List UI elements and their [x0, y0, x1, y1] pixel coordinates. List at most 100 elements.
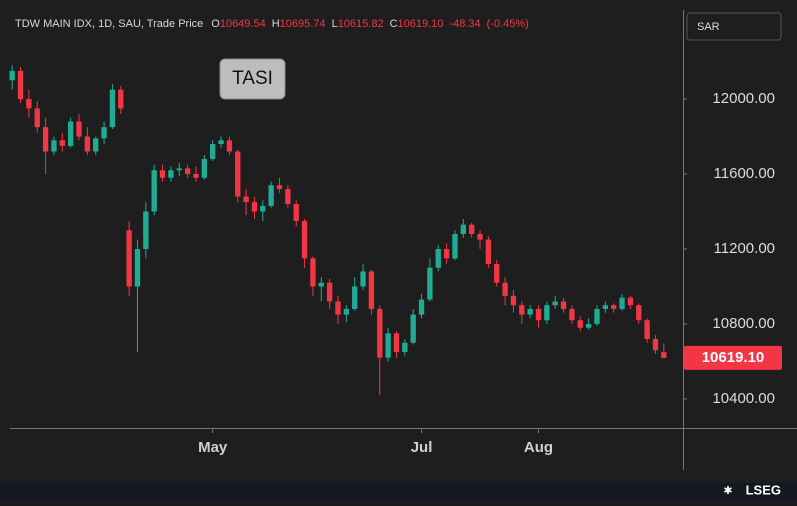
candle-body	[93, 138, 99, 152]
candle-body	[51, 140, 57, 152]
candle-body	[176, 168, 182, 171]
currency-box[interactable]	[686, 12, 782, 41]
price-badge-label: 10619.10	[702, 349, 765, 366]
legend-high: 10695.74	[280, 18, 326, 30]
candle-body	[276, 185, 283, 190]
candle-body	[535, 308, 542, 321]
candle-body	[652, 338, 659, 351]
candle-body	[619, 297, 625, 309]
candle-body	[143, 211, 149, 249]
candle-body	[151, 170, 157, 212]
y-tick-label: 12000.00	[712, 90, 775, 107]
candle-body	[552, 301, 558, 306]
candle-body	[109, 89, 116, 128]
candle-body	[9, 70, 15, 81]
y-tick-label: 11600.00	[714, 165, 775, 182]
candle-body	[611, 305, 617, 309]
candle-body	[418, 299, 425, 315]
annotation: TASI	[232, 68, 273, 89]
candle-body	[385, 333, 391, 358]
candle-body	[352, 286, 358, 309]
candle-body	[485, 239, 492, 264]
candle-body	[326, 282, 333, 302]
candle-body	[510, 295, 517, 306]
legend-c: C	[390, 18, 398, 30]
candle-body	[577, 320, 583, 328]
legend-open: 10649.54	[220, 18, 266, 30]
candle-body	[377, 308, 383, 358]
candle-body	[460, 224, 466, 234]
y-tick-label: 10400.00	[712, 390, 775, 407]
candle-body	[435, 248, 441, 268]
candle-body	[594, 308, 600, 324]
candle-body	[468, 224, 475, 234]
candle-body	[84, 136, 91, 152]
legend-low: 10615.82	[338, 18, 384, 30]
candle-body	[42, 127, 49, 152]
candle-body	[17, 70, 24, 100]
header: TDW MAIN IDX, 1D, SAU, Trade Price O 1064…	[15, 18, 529, 30]
candle-body	[368, 271, 375, 309]
candle-body	[76, 121, 82, 137]
background	[0, 0, 797, 483]
candle-body	[410, 314, 416, 343]
candle-body	[661, 352, 667, 358]
candle-body	[235, 151, 241, 197]
x-tick-label: May	[198, 439, 228, 456]
candle-body	[443, 248, 450, 259]
candle-body	[343, 308, 350, 315]
candle-body	[159, 170, 166, 178]
candle-body	[251, 202, 258, 212]
legend-o: O	[211, 18, 220, 30]
candle-body	[101, 127, 107, 139]
candle-body	[519, 305, 525, 315]
annotation-box	[219, 58, 286, 100]
candle-body	[184, 168, 191, 175]
candle-body	[134, 248, 141, 287]
candle-body	[126, 230, 132, 287]
candle-body	[494, 263, 500, 283]
candle-body	[527, 308, 533, 315]
candle-body	[427, 267, 433, 300]
candle-body	[335, 301, 341, 315]
candle-body	[644, 320, 650, 339]
candle-body	[218, 140, 224, 145]
brand: LSEG	[746, 482, 781, 497]
candle-body	[168, 170, 174, 178]
candle-body	[636, 305, 642, 321]
candle-body	[502, 282, 508, 296]
candle-body	[602, 305, 609, 309]
candle-body	[452, 233, 458, 259]
symbol: TDW MAIN IDX, 1D, SAU, Trade Price	[15, 18, 203, 30]
candle-body	[293, 204, 299, 221]
x-tick-label: Jul	[411, 439, 433, 456]
candle-body	[402, 342, 408, 353]
candle-body	[318, 282, 324, 287]
legend-change-pct: (-0.45%)	[487, 18, 529, 30]
y-tick-label: 10800.00	[712, 315, 775, 332]
brand-logo: ✱	[723, 485, 732, 497]
candle-body	[201, 159, 208, 178]
candle-body	[226, 140, 233, 152]
candle-body	[393, 333, 400, 353]
candle-body	[193, 174, 199, 178]
candle-body	[268, 185, 274, 206]
legend-close: 10619.10	[398, 18, 444, 30]
candle-body	[26, 99, 32, 109]
price-badge	[684, 345, 782, 370]
candle-body	[118, 89, 124, 109]
x-tick-label: Aug	[524, 439, 553, 456]
candle-body	[260, 205, 266, 212]
legend-h: H	[272, 18, 280, 30]
footer	[0, 483, 797, 501]
candle-body	[360, 271, 366, 287]
candle-body	[301, 220, 308, 259]
candle-body	[285, 189, 291, 205]
currency[interactable]: SAR	[697, 21, 720, 33]
candle-body	[310, 258, 316, 287]
legend-l: L	[332, 18, 338, 30]
candle-body	[34, 108, 40, 128]
legend-change: -48.34	[449, 18, 480, 30]
candle-body	[67, 121, 74, 146]
